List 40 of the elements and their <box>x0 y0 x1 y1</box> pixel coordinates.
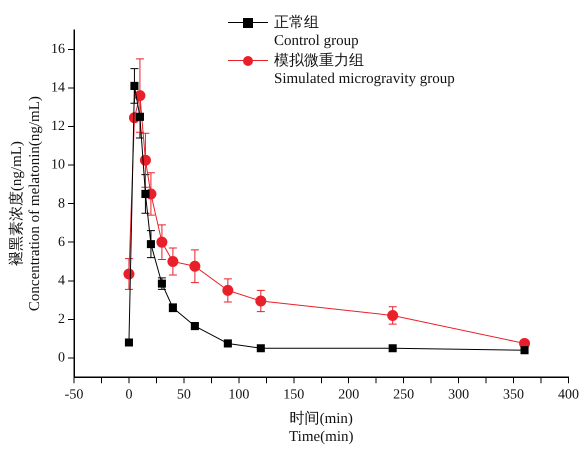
y-tick-label: 2 <box>58 312 65 328</box>
y-tick-label: 4 <box>58 273 65 288</box>
point <box>156 236 168 248</box>
y-tick-label: 16 <box>51 42 65 57</box>
point <box>256 344 265 352</box>
legend-label: 正常组 Control group <box>274 14 359 50</box>
x-tick-label: 250 <box>393 387 414 402</box>
point <box>146 240 155 248</box>
point <box>255 296 266 307</box>
y-tick-label: 14 <box>51 80 65 96</box>
point <box>136 112 144 121</box>
y-tick-label: 12 <box>51 119 65 134</box>
point <box>124 338 133 347</box>
x-tick-label: 400 <box>558 387 579 402</box>
y-tick-label: 0 <box>58 350 65 366</box>
point <box>134 90 146 102</box>
point <box>130 82 138 90</box>
x-tick-label: 350 <box>503 387 524 402</box>
x-tick-label: -50 <box>64 387 84 402</box>
x-tick-label: 300 <box>448 387 470 402</box>
y-tick-label: 8 <box>58 196 65 212</box>
point <box>520 346 529 354</box>
y-tick-label: 10 <box>51 158 65 173</box>
point <box>189 260 200 272</box>
x-tick-label: 200 <box>338 387 360 402</box>
point <box>167 256 178 267</box>
x-tick-label: 0 <box>125 387 132 402</box>
point <box>224 339 232 348</box>
legend-label: 模拟微重力组 Simulated microgravity group <box>274 52 455 88</box>
point <box>141 190 150 198</box>
x-tick-label: 100 <box>228 387 250 402</box>
x-tick-label: 50 <box>176 387 191 402</box>
point <box>388 344 397 352</box>
y-axis-title: 褪黑素浓度(ng/mL) Concentration of melatonin(ng/mL) <box>8 96 43 312</box>
point <box>387 310 398 321</box>
y-tick-label: 6 <box>58 234 65 250</box>
x-axis-title: 时间(min) Time(min) <box>289 410 354 445</box>
point <box>222 284 234 296</box>
point <box>190 322 199 330</box>
x-tick-label: 150 <box>283 387 304 402</box>
